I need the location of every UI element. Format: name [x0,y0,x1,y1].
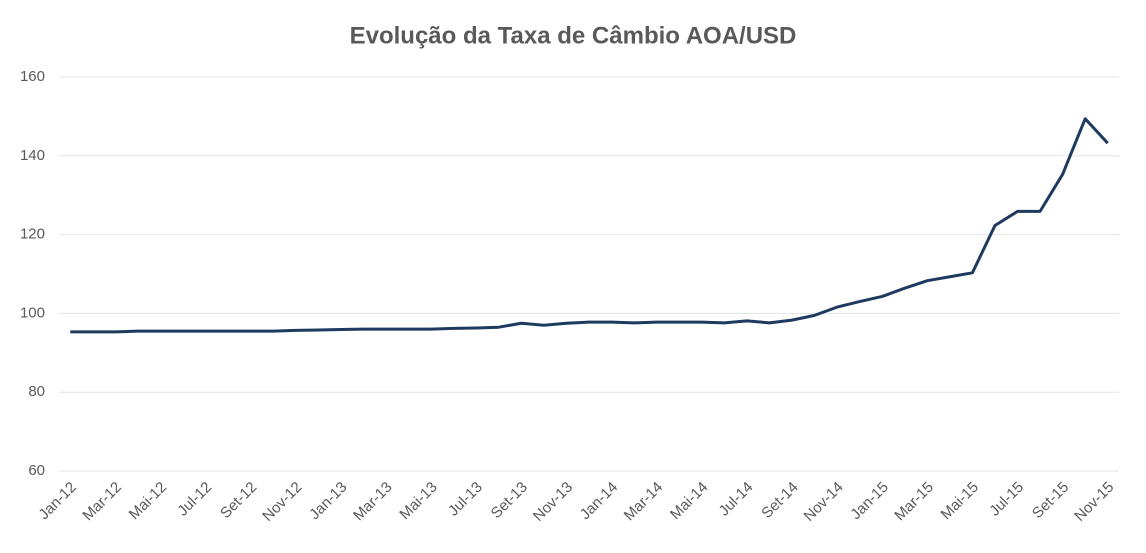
x-tick-label: Set-15 [1029,479,1072,522]
x-tick-label: Jul-12 [174,479,215,520]
x-tick-label: Nov-15 [1071,479,1117,525]
x-tick-label: Mai-14 [667,479,711,523]
x-tick-label: Jan-14 [577,479,621,523]
x-tick-label: Set-12 [217,479,260,522]
x-tick-label: Set-13 [488,479,531,522]
y-tick-label: 120 [20,226,45,243]
line-series [70,117,1109,334]
x-tick-label: Mar-13 [350,479,396,525]
x-tick-label: Mar-15 [891,479,937,525]
y-tick-label: 60 [28,462,45,479]
x-tick-label: Set-14 [758,479,801,522]
x-tick-label: Jan-15 [847,479,891,523]
x-tick-label: Mai-12 [126,479,170,523]
x-tick-label: Mai-15 [938,479,982,523]
y-tick-label: 140 [20,147,45,164]
y-tick-label: 160 [20,68,45,85]
y-tick-label: 100 [20,304,45,321]
x-tick-label: Mar-14 [621,479,667,525]
chart-title: Evolução da Taxa de Câmbio AOA/USD [350,22,797,49]
x-tick-label: Nov-14 [801,479,847,525]
x-tick-label: Jan-13 [306,479,350,523]
x-tick-label: Mar-12 [79,479,125,525]
x-tick-label: Jan-12 [35,479,79,523]
x-tick-label: Jul-15 [986,479,1027,520]
y-tick-label: 80 [28,383,45,400]
x-tick-label: Jul-13 [445,479,486,520]
x-tick-label: Jul-14 [716,479,757,520]
x-tick-label: Nov-13 [530,479,576,525]
x-tick-label: Mai-13 [396,479,440,523]
x-tick-label: Nov-12 [259,479,305,525]
